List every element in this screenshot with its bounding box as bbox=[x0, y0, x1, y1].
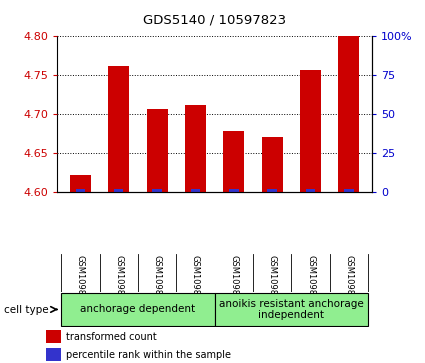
Text: GSM1098397: GSM1098397 bbox=[114, 255, 123, 311]
Bar bbox=[152, 189, 162, 192]
Text: transformed count: transformed count bbox=[66, 332, 157, 342]
Bar bbox=[70, 175, 91, 192]
Text: anchorage dependent: anchorage dependent bbox=[80, 305, 196, 314]
Bar bbox=[147, 109, 167, 192]
Text: GSM1098399: GSM1098399 bbox=[191, 255, 200, 311]
Bar bbox=[61, 293, 215, 326]
Text: GSM1098400: GSM1098400 bbox=[230, 255, 238, 311]
Bar bbox=[229, 189, 238, 192]
Text: cell type: cell type bbox=[4, 305, 49, 315]
Bar bbox=[191, 189, 200, 192]
Text: GSM1098401: GSM1098401 bbox=[268, 255, 277, 311]
Bar bbox=[338, 36, 360, 192]
Bar bbox=[46, 330, 60, 343]
Text: GSM1098398: GSM1098398 bbox=[153, 255, 162, 311]
Bar bbox=[306, 189, 315, 192]
Text: GDS5140 / 10597823: GDS5140 / 10597823 bbox=[143, 13, 286, 26]
Bar bbox=[114, 189, 124, 192]
Bar bbox=[223, 131, 244, 192]
Text: GSM1098403: GSM1098403 bbox=[344, 255, 353, 311]
Text: GSM1098402: GSM1098402 bbox=[306, 255, 315, 311]
Text: anoikis resistant anchorage
independent: anoikis resistant anchorage independent bbox=[219, 299, 364, 320]
Bar bbox=[108, 66, 129, 192]
Bar bbox=[76, 189, 85, 192]
Bar bbox=[185, 105, 206, 192]
Text: GSM1098396: GSM1098396 bbox=[76, 255, 85, 311]
Bar bbox=[267, 189, 277, 192]
Bar bbox=[262, 138, 283, 192]
Text: percentile rank within the sample: percentile rank within the sample bbox=[66, 350, 231, 360]
Bar bbox=[46, 348, 60, 361]
Bar bbox=[300, 70, 321, 192]
Bar bbox=[344, 189, 354, 192]
Bar bbox=[215, 293, 368, 326]
